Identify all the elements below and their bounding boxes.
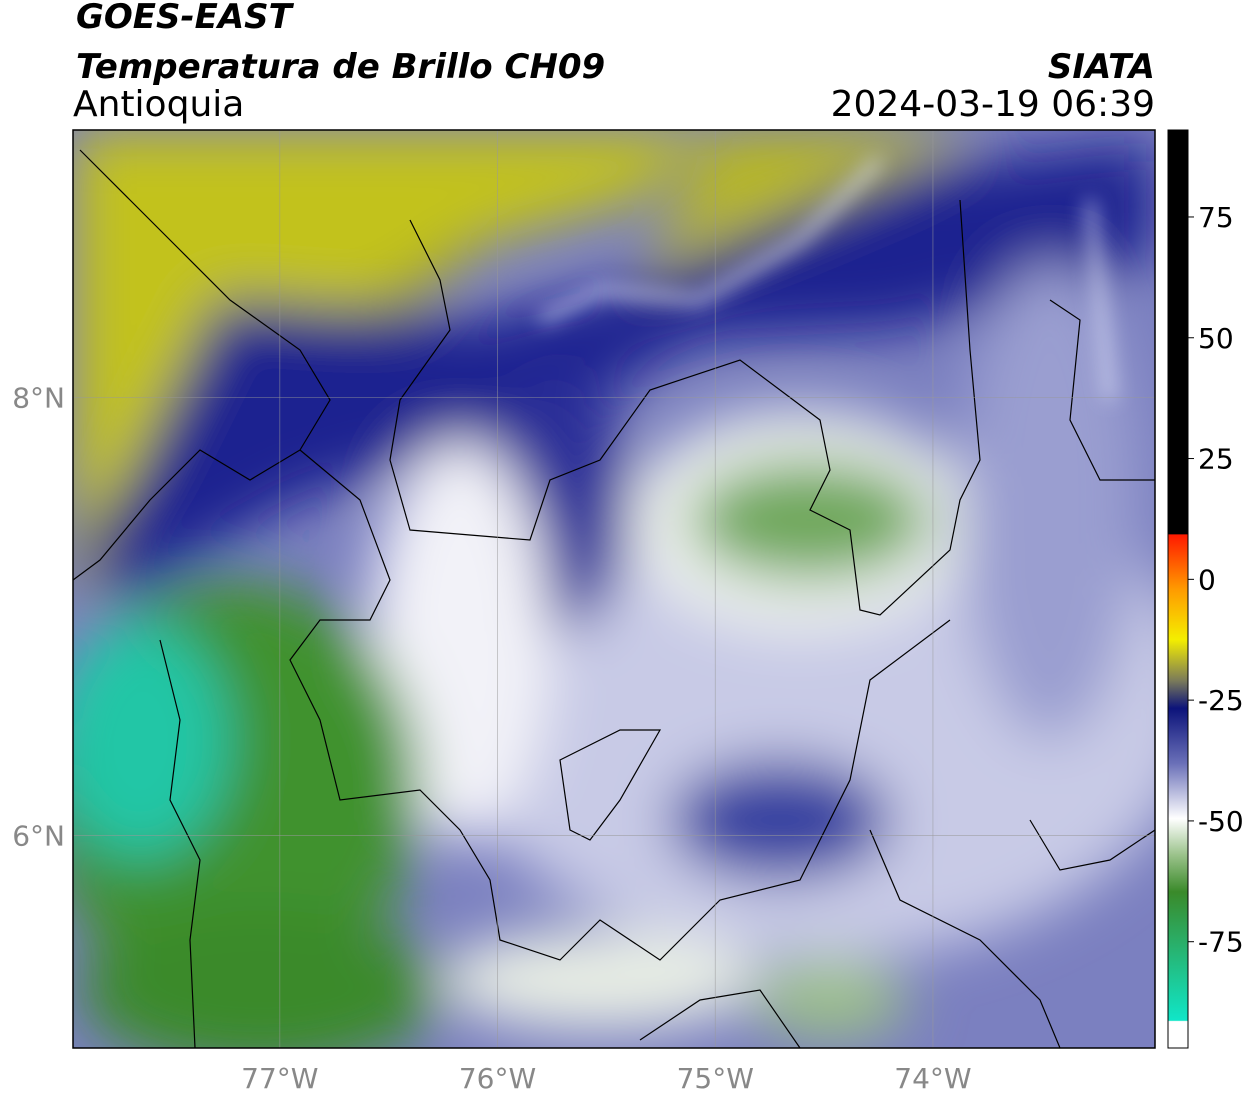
title: GOES-EAST <box>76 0 295 37</box>
map-frame <box>72 129 1156 1049</box>
satellite-image <box>73 130 1155 1048</box>
colorbar-tick-label: -25 <box>1198 684 1244 717</box>
colorbar-tick-label: 0 <box>1198 563 1216 596</box>
x-tick-label: 77°W <box>241 1062 318 1095</box>
colorbar-tick-label: -75 <box>1198 926 1244 959</box>
colorbar <box>1167 129 1189 1049</box>
colorbar-tick-label: 75 <box>1198 201 1234 234</box>
y-tick-label: 8°N <box>12 381 65 414</box>
grid <box>73 130 1155 1048</box>
datetime: 2024-03-19 06:39 <box>831 84 1155 125</box>
colorbar-tick-label: 25 <box>1198 443 1234 476</box>
region: Antioquia <box>73 84 244 125</box>
colorbar-tick-label: -50 <box>1198 805 1244 838</box>
y-tick-label: 6°N <box>12 819 65 852</box>
x-tick-label: 75°W <box>677 1062 754 1095</box>
x-tick-label: 76°W <box>459 1062 536 1095</box>
boundaries <box>73 149 1155 1048</box>
subtitle: Temperatura de Brillo CH09 <box>76 47 605 87</box>
source: SIATA <box>1048 47 1155 87</box>
colorbar-tick-label: 50 <box>1198 322 1234 355</box>
x-tick-label: 74°W <box>894 1062 971 1095</box>
